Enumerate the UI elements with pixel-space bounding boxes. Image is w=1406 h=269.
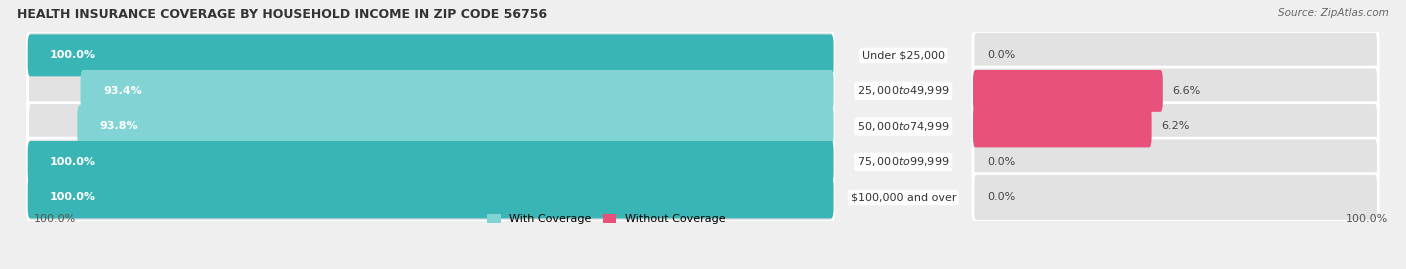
Text: $50,000 to $74,999: $50,000 to $74,999 <box>858 120 949 133</box>
Text: 6.6%: 6.6% <box>1173 86 1201 96</box>
Text: 93.4%: 93.4% <box>103 86 142 96</box>
FancyBboxPatch shape <box>28 31 834 79</box>
Legend: With Coverage, Without Coverage: With Coverage, Without Coverage <box>488 214 725 224</box>
Text: 0.0%: 0.0% <box>987 157 1015 167</box>
FancyBboxPatch shape <box>973 67 1378 115</box>
Text: Source: ZipAtlas.com: Source: ZipAtlas.com <box>1278 8 1389 18</box>
Text: 93.8%: 93.8% <box>100 121 138 132</box>
FancyBboxPatch shape <box>28 174 834 221</box>
Text: 100.0%: 100.0% <box>51 193 96 203</box>
FancyBboxPatch shape <box>28 103 834 150</box>
FancyBboxPatch shape <box>28 34 834 76</box>
FancyBboxPatch shape <box>28 176 834 218</box>
Text: 100.0%: 100.0% <box>34 214 76 224</box>
Text: Under $25,000: Under $25,000 <box>862 50 945 60</box>
Text: 100.0%: 100.0% <box>1346 214 1388 224</box>
FancyBboxPatch shape <box>77 105 834 147</box>
Text: 0.0%: 0.0% <box>987 50 1015 60</box>
Text: 6.2%: 6.2% <box>1161 121 1189 132</box>
Text: HEALTH INSURANCE COVERAGE BY HOUSEHOLD INCOME IN ZIP CODE 56756: HEALTH INSURANCE COVERAGE BY HOUSEHOLD I… <box>17 8 547 21</box>
Text: 0.0%: 0.0% <box>987 193 1015 203</box>
FancyBboxPatch shape <box>28 67 834 115</box>
Text: $25,000 to $49,999: $25,000 to $49,999 <box>858 84 949 97</box>
Text: $100,000 and over: $100,000 and over <box>851 193 956 203</box>
FancyBboxPatch shape <box>28 138 834 186</box>
FancyBboxPatch shape <box>28 141 834 183</box>
FancyBboxPatch shape <box>973 105 1152 147</box>
FancyBboxPatch shape <box>973 103 1378 150</box>
FancyBboxPatch shape <box>973 174 1378 221</box>
FancyBboxPatch shape <box>973 31 1378 79</box>
Text: 100.0%: 100.0% <box>51 50 96 60</box>
FancyBboxPatch shape <box>973 138 1378 186</box>
Text: 100.0%: 100.0% <box>51 157 96 167</box>
FancyBboxPatch shape <box>80 70 834 112</box>
FancyBboxPatch shape <box>973 70 1163 112</box>
Text: $75,000 to $99,999: $75,000 to $99,999 <box>858 155 949 168</box>
